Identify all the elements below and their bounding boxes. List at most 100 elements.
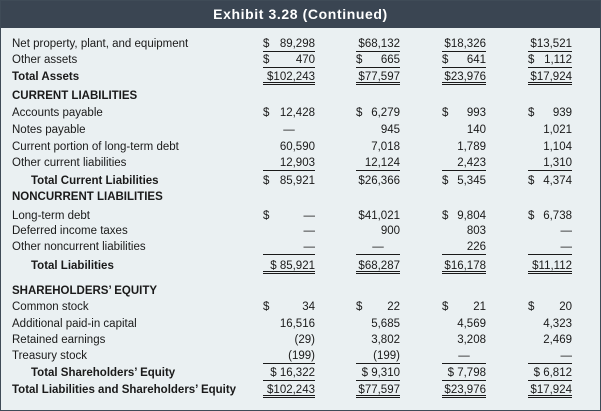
row-label: NONCURRENT LIABILITIES bbox=[12, 191, 163, 203]
value-cell: 1,021 bbox=[528, 122, 572, 138]
value-cell: — bbox=[528, 239, 572, 255]
row-label: Total Liabilities bbox=[31, 260, 114, 272]
dollar-sign: $ bbox=[263, 175, 270, 187]
dollar-sign: $ bbox=[442, 210, 449, 222]
value-cell: $68,287 bbox=[356, 258, 400, 274]
row-label: Retained earnings bbox=[12, 334, 106, 346]
table-row: Total Shareholders’ Equity $ 16,322 $ 9,31… bbox=[1, 365, 600, 381]
value-number: 3,802 bbox=[371, 334, 400, 346]
value-cell: $41,021 bbox=[356, 208, 400, 224]
value-cell: 1,789 bbox=[442, 139, 486, 155]
value-cell: 5,685 bbox=[356, 316, 400, 332]
table-row: Total Liabilities $ 85,921 $68,287 $16,178 $… bbox=[1, 258, 600, 274]
value-cell: $11,112 bbox=[528, 258, 572, 274]
value-number: 665 bbox=[380, 54, 400, 66]
value-number: 470 bbox=[295, 54, 315, 66]
value-number: — bbox=[458, 350, 470, 362]
value-number: $18,326 bbox=[444, 38, 486, 50]
value-cell: $641 bbox=[442, 52, 486, 68]
row-label: Other current liabilities bbox=[12, 157, 127, 169]
value-cell: $21 bbox=[442, 299, 486, 315]
value-cell: $9,804 bbox=[442, 208, 486, 224]
value-number: 5,685 bbox=[371, 318, 400, 330]
dollar-sign: $ bbox=[442, 175, 449, 187]
row-label: SHAREHOLDERS’ EQUITY bbox=[12, 285, 158, 297]
value-cell: $23,976 bbox=[442, 69, 486, 85]
dollar-sign: $ bbox=[263, 210, 270, 222]
value-number: 1,310 bbox=[543, 157, 572, 169]
value-cell: $22 bbox=[356, 299, 400, 315]
value-number: 22 bbox=[387, 301, 400, 313]
row-label: Total Shareholders’ Equity bbox=[31, 367, 176, 379]
value-cell: 1,104 bbox=[528, 139, 572, 155]
value-number: 9,804 bbox=[457, 210, 486, 222]
value-cell: $85,921 bbox=[263, 173, 315, 189]
dollar-sign: $ bbox=[356, 107, 363, 119]
value-cell: $6,738 bbox=[528, 208, 572, 224]
row-label: Common stock bbox=[12, 301, 89, 313]
value-number: 803 bbox=[466, 225, 486, 237]
value-cell: 803 bbox=[442, 223, 486, 239]
value-cell: $ 7,798 bbox=[442, 365, 486, 381]
value-cell: $16,178 bbox=[442, 258, 486, 274]
dollar-sign: $ bbox=[442, 107, 449, 119]
value-number: $ 85,921 bbox=[270, 260, 315, 272]
value-cell: 7,018 bbox=[356, 139, 400, 155]
value-number: 993 bbox=[466, 107, 486, 119]
value-cell: $6,279 bbox=[356, 105, 400, 121]
dollar-sign: $ bbox=[528, 54, 535, 66]
table-row: Total Liabilities and Shareholders’ Equi… bbox=[1, 382, 600, 398]
table-row: Other assets $470 $665 $641 $1,112 bbox=[1, 52, 600, 68]
row-label: Accounts payable bbox=[12, 107, 103, 119]
value-cell: $993 bbox=[442, 105, 486, 121]
value-cell: — bbox=[263, 122, 315, 138]
value-number: 6,279 bbox=[371, 107, 400, 119]
row-label: Other assets bbox=[12, 54, 78, 66]
value-cell: 12,124 bbox=[356, 155, 400, 171]
value-cell: 16,516 bbox=[263, 316, 315, 332]
value-cell: $23,976 bbox=[442, 382, 486, 398]
value-number: $17,924 bbox=[530, 384, 572, 396]
value-cell: $939 bbox=[528, 105, 572, 121]
value-cell: $89,298 bbox=[263, 36, 315, 52]
table-row: Notes payable — 945 140 1,021 bbox=[1, 122, 600, 138]
value-number: $102,243 bbox=[267, 71, 315, 83]
value-number: 12,903 bbox=[279, 157, 315, 169]
row-label: Deferred income taxes bbox=[12, 225, 128, 237]
value-number: $16,178 bbox=[444, 260, 486, 272]
dollar-sign: $ bbox=[528, 175, 535, 187]
value-number: 1,112 bbox=[544, 54, 572, 66]
row-label: Treasury stock bbox=[12, 350, 87, 362]
value-number: 7,018 bbox=[371, 141, 400, 153]
value-cell: (199) bbox=[356, 348, 400, 364]
value-number: (29) bbox=[294, 334, 315, 346]
value-number: — bbox=[560, 241, 573, 253]
row-label: Net property, plant, and equipment bbox=[12, 38, 189, 50]
value-cell: $ 9,310 bbox=[356, 365, 400, 381]
value-number: $17,924 bbox=[530, 71, 572, 83]
value-cell: — bbox=[356, 239, 400, 255]
value-cell: $665 bbox=[356, 52, 400, 68]
value-number: $23,976 bbox=[444, 71, 486, 83]
row-label: Total Liabilities and Shareholders’ Equi… bbox=[12, 384, 237, 396]
dollar-sign: $ bbox=[528, 107, 535, 119]
value-number: $41,021 bbox=[358, 210, 400, 222]
dollar-sign: $ bbox=[442, 54, 449, 66]
dollar-sign: $ bbox=[263, 301, 270, 313]
dollar-sign: $ bbox=[263, 107, 270, 119]
value-number: (199) bbox=[288, 350, 315, 362]
row-label: Notes payable bbox=[12, 124, 86, 136]
value-number: $68,132 bbox=[358, 38, 400, 50]
value-number: 16,516 bbox=[279, 318, 315, 330]
value-number: 4,323 bbox=[543, 318, 572, 330]
value-number: — bbox=[372, 241, 384, 253]
value-number: 939 bbox=[552, 107, 572, 119]
value-number: 60,590 bbox=[279, 141, 315, 153]
value-number: — bbox=[303, 225, 316, 237]
row-label: Total Current Liabilities bbox=[31, 175, 159, 187]
value-cell: 3,208 bbox=[442, 332, 486, 348]
value-number: $ 16,322 bbox=[270, 367, 315, 379]
value-number: $11,112 bbox=[532, 260, 572, 272]
value-cell: $ 6,812 bbox=[528, 365, 572, 381]
row-label: Additional paid-in capital bbox=[12, 318, 137, 330]
